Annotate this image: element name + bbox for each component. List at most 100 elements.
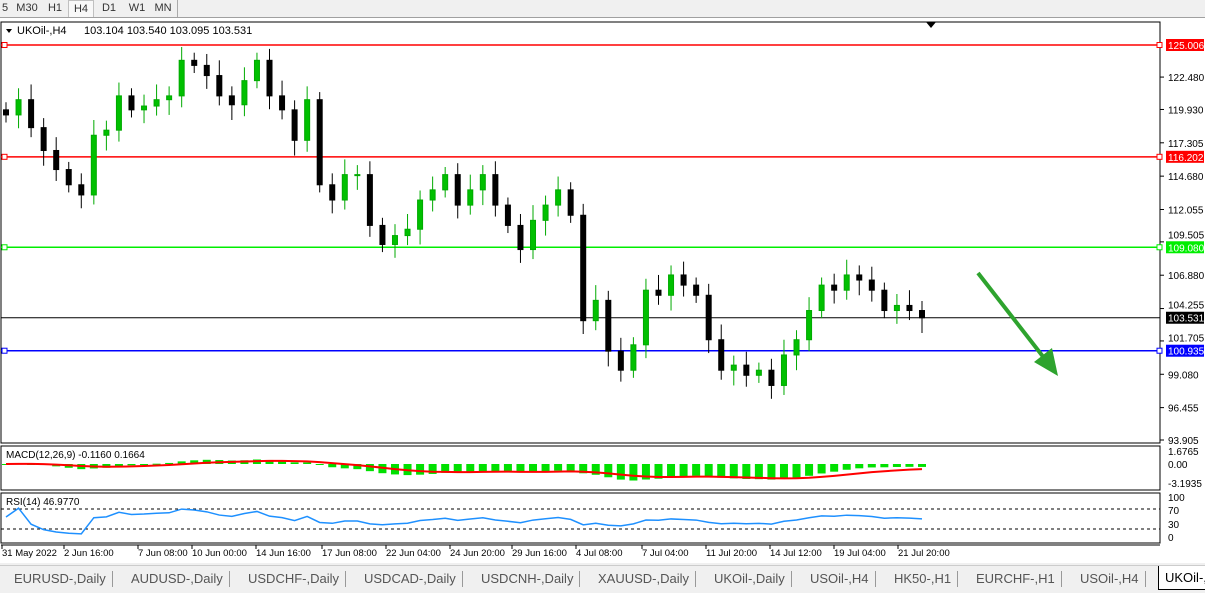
candle — [780, 339, 787, 395]
rsi-label: RSI(14) 46.9770 — [6, 497, 80, 508]
candle — [78, 173, 85, 209]
line-handle[interactable] — [1156, 347, 1163, 354]
chart-tabs-bar: ◀ ▶ EURUSD-,DailyAUDUSD-,DailyUSDCHF-,Da… — [0, 565, 1205, 593]
ohlc-readout: 103.104 103.540 103.095 103.531 — [84, 25, 252, 37]
horizontal-level-line-price-label: 125.006 — [1168, 41, 1205, 52]
timeframe-h1[interactable]: H1 — [47, 2, 63, 14]
macd-histogram-bar — [453, 464, 462, 473]
candle — [479, 165, 486, 206]
line-handle[interactable] — [1156, 42, 1163, 48]
line-handle[interactable] — [1, 153, 8, 160]
chart-tab[interactable]: USDCHF-,Daily — [242, 571, 346, 587]
chart-tab[interactable]: USDCAD-,Daily — [358, 571, 463, 587]
candle — [128, 88, 135, 118]
timeframe-w1[interactable]: W1 — [128, 2, 146, 14]
chart-tab[interactable]: EURCHF-,H1 — [970, 571, 1062, 587]
candle — [642, 278, 649, 359]
chart-title: UKOil-,H4 — [17, 25, 67, 37]
candle — [304, 86, 311, 152]
chart-shift-marker[interactable] — [926, 22, 936, 28]
macd-histogram-bar — [704, 464, 713, 477]
macd-histogram-bar — [855, 464, 864, 469]
macd-histogram-bar — [278, 460, 287, 464]
chart-tab[interactable]: HK50-,H1 — [888, 571, 959, 587]
price-axis-label: 122.480 — [1168, 73, 1205, 84]
main-chart-pane[interactable]: UKOil-,H4 103.104 103.540 103.095 103.53… — [0, 21, 1205, 447]
rsi-line — [5, 507, 923, 535]
timeframe-d1[interactable]: D1 — [101, 2, 117, 14]
rsi-pane[interactable]: RSI(14) 46.9770 100 70 30 0 — [0, 492, 1185, 544]
time-axis-label: 24 Jun 20:00 — [450, 548, 505, 559]
line-handle[interactable] — [1156, 153, 1163, 160]
chart-window[interactable]: UKOil-,H4 103.104 103.540 103.095 103.53… — [0, 18, 1205, 563]
macd-histogram-bar — [742, 464, 751, 479]
price-axis-label: 93.905 — [1168, 436, 1199, 447]
macd-histogram-bar — [365, 464, 374, 472]
price-axis-label: 104.255 — [1168, 301, 1205, 312]
macd-histogram-bar — [729, 464, 738, 479]
candle — [366, 161, 373, 237]
chart-tab[interactable]: USOil-,H4 — [804, 571, 876, 587]
candle — [153, 84, 160, 116]
price-axis-label: 117.305 — [1168, 139, 1204, 150]
candle — [253, 52, 260, 89]
macd-histogram-bar — [667, 464, 676, 478]
candle — [580, 203, 587, 335]
line-handle[interactable] — [1, 244, 8, 251]
macd-histogram-bar — [692, 464, 701, 476]
time-axis-label: 21 Jul 20:00 — [898, 548, 950, 559]
macd-histogram-bar — [165, 462, 174, 464]
macd-histogram-bar — [353, 464, 362, 470]
candle — [843, 259, 850, 300]
macd-histogram-bar — [491, 464, 500, 472]
candle — [442, 167, 449, 198]
price-axis-label: 101.705 — [1168, 334, 1205, 345]
macd-histogram-bar — [328, 464, 337, 468]
chart-tab[interactable]: EURUSD-,Daily — [8, 571, 113, 587]
macd-histogram-bar — [441, 464, 450, 473]
time-axis-label: 10 Jun 00:00 — [192, 548, 247, 559]
candle — [417, 190, 424, 245]
candle — [655, 274, 662, 305]
line-handle[interactable] — [1, 347, 8, 354]
candle — [630, 337, 637, 378]
candle — [115, 82, 122, 142]
line-handle[interactable] — [1, 42, 8, 48]
time-axis-label: 2 Jun 16:00 — [64, 548, 114, 559]
timeframe-h4[interactable]: H4 — [68, 0, 94, 17]
rsi-axis-0: 0 — [1168, 533, 1174, 544]
candle — [228, 86, 235, 121]
horizontal-level-line-price-label: 100.935 — [1168, 347, 1205, 358]
candle — [316, 92, 323, 193]
horizontal-level-line-price-tag — [1166, 241, 1204, 254]
chart-tab[interactable]: UKOil-,Daily — [708, 571, 792, 587]
macd-histogram-bar — [566, 464, 575, 471]
candle — [755, 362, 762, 383]
macd-histogram-bar — [918, 464, 926, 467]
macd-histogram-bar — [892, 464, 901, 467]
macd-pane[interactable]: MACD(12,26,9) -0.1160 0.1664 1.6765 0.00… — [0, 445, 1202, 491]
dropdown-triangle-icon[interactable] — [6, 29, 12, 33]
candle — [693, 277, 700, 303]
chart-tab[interactable]: UKOil-,H4 — [1158, 566, 1205, 590]
macd-histogram-bar — [416, 464, 425, 475]
chart-tab[interactable]: USDCNH-,Daily — [475, 571, 581, 587]
macd-histogram-bar — [516, 464, 525, 473]
chart-tab[interactable]: USOil-,H4 — [1074, 571, 1146, 587]
timeframe-5[interactable]: 5 — [1, 2, 9, 14]
chart-tab[interactable]: AUDUSD-,Daily — [125, 571, 230, 587]
line-handle[interactable] — [1156, 244, 1163, 251]
candle — [15, 88, 22, 129]
rsi-axis-70: 70 — [1168, 506, 1180, 517]
candle — [705, 283, 712, 354]
macd-histogram-bar — [466, 464, 475, 473]
timeframe-m30[interactable]: M30 — [16, 2, 38, 14]
candle — [492, 161, 499, 217]
candle — [341, 159, 348, 210]
current-price-line-price-tag — [1166, 311, 1204, 324]
candle — [467, 174, 474, 215]
macd-histogram-bar — [629, 464, 638, 481]
chart-tab[interactable]: XAUUSD-,Daily — [592, 571, 697, 587]
candle — [542, 195, 549, 236]
timeframe-mn[interactable]: MN — [154, 2, 172, 14]
